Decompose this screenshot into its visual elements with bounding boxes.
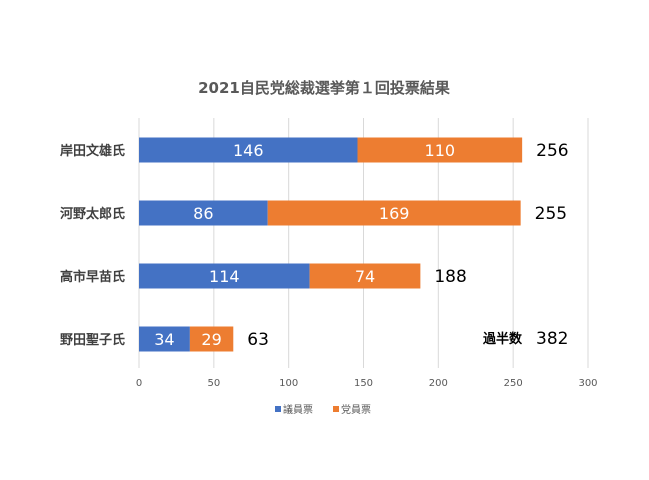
majority-annotation: 過半数 382: [482, 329, 568, 349]
bar-segment: [357, 137, 523, 163]
category-label: 河野太郎氏: [60, 206, 125, 222]
data-label: 74: [355, 267, 375, 286]
legend: 議員票 党員票: [275, 403, 371, 416]
data-label: 86: [193, 204, 213, 223]
chart-title: 2021自民党総裁選挙第１回投票結果: [198, 79, 451, 97]
bar-segment: [309, 263, 421, 289]
x-tick-label: 0: [136, 378, 142, 389]
total-label: 63: [247, 330, 269, 350]
bar-segment: [139, 326, 190, 352]
bar-segment: [139, 137, 358, 163]
x-tick-labels: 0 50 100 150 200 250 300: [136, 378, 598, 389]
total-labels: 256 255 188 63: [247, 141, 568, 350]
bar-segment: [189, 326, 234, 352]
data-label: 110: [425, 141, 456, 160]
x-tick-label: 250: [504, 378, 523, 389]
category-label: 岸田文雄氏: [60, 143, 125, 159]
x-tick-label: 150: [354, 378, 373, 389]
majority-label: 過半数: [482, 331, 523, 347]
legend-swatch: [333, 406, 339, 412]
category-label: 野田聖子氏: [60, 332, 125, 348]
data-label: 169: [379, 204, 410, 223]
data-label: 114: [209, 267, 240, 286]
legend-label: 党員票: [341, 403, 371, 416]
x-tick-label: 300: [578, 378, 597, 389]
legend-swatch: [275, 406, 281, 412]
x-tick-label: 100: [279, 378, 298, 389]
bars: 146 110 86 169 114 74 34 29: [139, 137, 523, 352]
bar-segment: [139, 200, 268, 226]
data-label: 146: [233, 141, 264, 160]
data-label: 34: [154, 330, 174, 349]
x-tick-label: 50: [207, 378, 220, 389]
total-label: 255: [535, 204, 567, 224]
total-label: 188: [434, 267, 466, 287]
total-label: 256: [536, 141, 568, 161]
legend-label: 議員票: [283, 403, 313, 416]
majority-value: 382: [536, 329, 568, 349]
category-label: 高市早苗氏: [60, 269, 125, 285]
x-tick-label: 200: [429, 378, 448, 389]
bar-segment: [267, 200, 521, 226]
bar-segment: [139, 263, 310, 289]
data-label: 29: [201, 330, 221, 349]
